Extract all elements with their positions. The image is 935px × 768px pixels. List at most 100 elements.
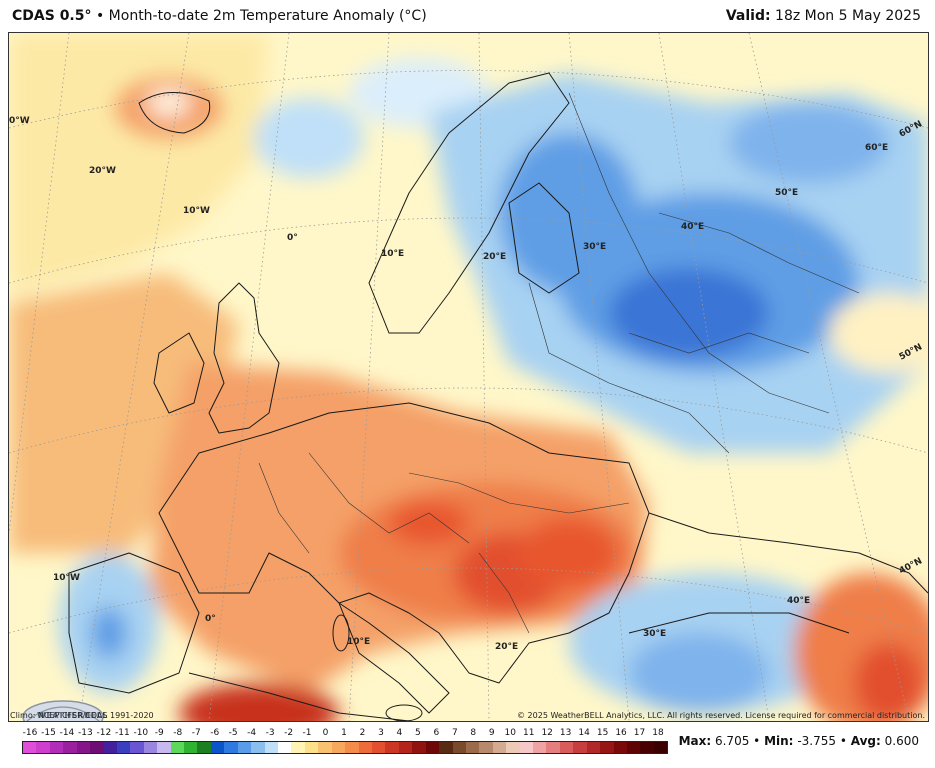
map-title: CDAS 0.5° • Month-to-date 2m Temperature…	[12, 8, 427, 24]
turkey-cold-patch	[629, 633, 769, 713]
lon-label: 50°E	[775, 188, 798, 198]
legend-swatch	[23, 742, 37, 753]
legend-tick-label: 3	[378, 728, 384, 738]
north-africa-coast	[188, 672, 410, 721]
iceland-coast	[138, 92, 211, 134]
legend-swatch	[264, 742, 279, 753]
legend-tick-label: -3	[265, 728, 275, 738]
iberia-cold-core	[91, 607, 127, 659]
legend-tick-label: -6	[210, 728, 220, 738]
legend-tick-label: -11	[114, 728, 130, 738]
graticule-line	[748, 33, 910, 721]
country-border	[258, 462, 310, 554]
min-label: Min:	[764, 734, 794, 748]
graticule-line	[658, 33, 770, 721]
lon-label: 30°E	[643, 629, 666, 639]
weatherbell-logo: WEATHERBELL	[21, 699, 107, 721]
graticule-line	[9, 33, 70, 534]
legend-swatch	[304, 742, 319, 753]
stats-line: Max: 6.705 • Min: -3.755 • Avg: 0.600	[679, 734, 919, 748]
legend-color-bar	[22, 741, 668, 754]
country-borders	[258, 92, 860, 634]
legend-swatch	[49, 742, 64, 753]
black-sea-north-coast	[648, 512, 928, 594]
lon-label: 30°E	[583, 242, 606, 252]
min-value: -3.755	[797, 734, 836, 748]
legend-swatch	[358, 742, 372, 753]
corsica-sardinia-outline	[332, 614, 350, 652]
legend-tick-label: 7	[451, 728, 458, 738]
graticule	[9, 33, 928, 721]
legend-swatch	[345, 742, 359, 753]
legend-tick-label: -1	[302, 728, 312, 738]
sicily-outline	[385, 704, 423, 721]
lon-label: 60°E	[865, 143, 888, 153]
climo-note: Climo: NCEP CFSR/CDAS 1991-2020	[10, 711, 154, 720]
legend-tick-label: 15	[596, 728, 609, 738]
legend-swatch	[184, 742, 198, 753]
anomaly-map: 0°W 20°W 10°W 0° 10°E 20°E 30°E 40°E 50°…	[9, 33, 928, 721]
max-value: 6.705	[714, 734, 750, 748]
country-border	[568, 92, 830, 414]
country-border	[628, 332, 810, 354]
legend-swatch	[465, 742, 480, 753]
legend-tick-label: -15	[41, 728, 56, 738]
legend-swatch	[452, 742, 466, 753]
legend-tick-label: -12	[96, 728, 112, 738]
legend-swatch	[613, 742, 627, 753]
black-sea-south-coast	[628, 612, 850, 634]
legend-tick-label: -9	[154, 728, 164, 738]
legend-tick-label: 18	[652, 728, 664, 738]
avg-value: 0.600	[884, 734, 919, 748]
country-border	[658, 212, 860, 294]
legend-swatch	[63, 742, 77, 753]
legend-tick-label: -10	[133, 728, 149, 738]
lon-label: 0°W	[9, 116, 30, 126]
alps-hot-core	[389, 501, 469, 545]
lon-label: 20°W	[89, 166, 116, 176]
legend-tick-labels: -16 -15 -14 -13 -12 -11 -10 -9 -8 -7 -6 -5 -4 -3 -2 -1 0…	[22, 728, 668, 740]
great-britain-coast	[208, 282, 280, 434]
graticule-line	[9, 70, 928, 129]
russia-cold-core	[609, 268, 769, 358]
legend-swatch	[533, 742, 547, 753]
romania-hot-core	[519, 518, 619, 588]
legend-tick-label: 11	[522, 728, 535, 738]
legend-swatch	[600, 742, 614, 753]
copyright-note: © 2025 WeatherBELL Analytics, LLC. All r…	[517, 711, 925, 720]
legend-tick-label: 4	[396, 728, 403, 738]
legend-tick-label: -13	[78, 728, 93, 738]
logo-oval	[22, 700, 104, 721]
legend-tick-label: 16	[615, 728, 627, 738]
legend-swatch	[626, 742, 641, 753]
legend-tick-label: -7	[191, 728, 201, 738]
title-separator: •	[95, 8, 105, 24]
legend-swatch	[103, 742, 117, 753]
legend-tick-label: 14	[578, 728, 590, 738]
legend-swatch	[76, 742, 91, 753]
legend-swatch	[116, 742, 131, 753]
valid-time: Valid: 18z Mon 5 May 2025	[726, 8, 921, 24]
legend-swatch	[170, 742, 185, 753]
product-name: CDAS 0.5°	[12, 8, 92, 24]
lon-label: 40°E	[787, 596, 810, 606]
legend-swatch	[130, 742, 144, 753]
legend-swatch	[479, 742, 493, 753]
legend-swatch	[224, 742, 238, 753]
east-neutral-patch	[829, 293, 928, 373]
legend-tick-label: -14	[59, 728, 75, 738]
legend-swatch	[546, 742, 560, 753]
legend-swatch	[506, 742, 520, 753]
legend-tick-label: -8	[173, 728, 183, 738]
legend-swatch	[586, 742, 601, 753]
lon-label: 10°W	[53, 573, 80, 583]
legend-tick-label: 2	[359, 728, 366, 738]
legend-swatch	[157, 742, 171, 753]
legend-swatch	[439, 742, 453, 753]
legend-tick-label: -2	[284, 728, 294, 738]
logo-swoosh	[26, 706, 100, 721]
legend-swatch	[318, 742, 332, 753]
map-panel[interactable]: 0°W 20°W 10°W 0° 10°E 20°E 30°E 40°E 50°…	[8, 32, 929, 722]
legend-swatch	[197, 742, 211, 753]
legend-swatch	[237, 742, 252, 753]
